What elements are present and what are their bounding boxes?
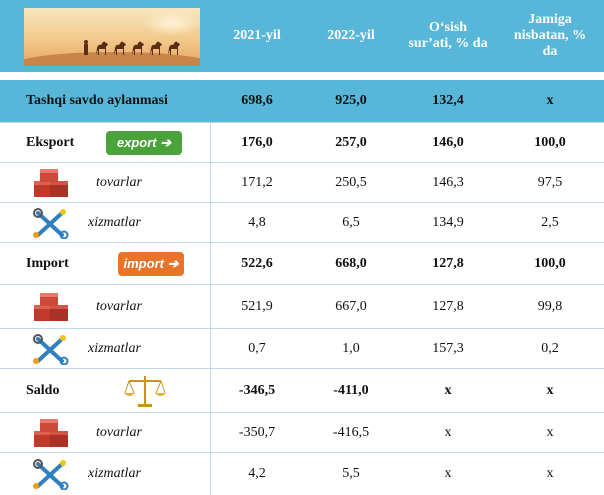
cell-2021: 176,0 [241,135,273,150]
cell-growth: 127,8 [432,256,464,271]
import-badge-icon: import ➔ [118,252,184,276]
cell-2021: 522,6 [241,256,273,271]
row-label: Import [26,256,69,271]
cell-2022: 1,0 [342,341,360,356]
table-row: Tashqi savdo aylanmasi 698,6 925,0 132,4… [0,80,604,122]
cell-2022: 6,5 [342,215,360,230]
cell-share: x [546,383,554,398]
cell-growth: 127,8 [432,299,464,314]
cell-growth: 157,3 [432,341,464,356]
cell-share: x [546,425,554,440]
row-label: Tashqi savdo aylanmasi [26,93,168,108]
header-2021: 2021-yil [233,28,281,43]
table-row: xizmatlar 4,2 5,5 x x [0,452,604,495]
cell-growth: x [444,466,452,481]
cell-share: 2,5 [541,215,559,230]
tools-icon [33,208,69,239]
cell-growth: 146,0 [432,135,464,150]
cell-2022: 257,0 [335,135,367,150]
cell-growth: 132,4 [432,93,464,108]
table-row: tovarlar -350,7 -416,5 x x [0,412,604,453]
row-label: xizmatlar [88,466,141,481]
header-2022: 2022-yil [327,28,375,43]
row-label: xizmatlar [88,215,141,230]
row-label: Eksport [26,135,75,150]
table-row: Eksport export ➔ 176,0 257,0 146,0 100,0 [0,122,604,163]
scales-icon [124,376,166,407]
table-row: xizmatlar 4,8 6,5 134,9 2,5 [0,202,604,243]
desert-caravan-banner [24,8,200,66]
header-divider [0,72,604,74]
cell-2022: 250,5 [335,175,367,190]
cell-share: 97,5 [537,175,563,190]
row-label: tovarlar [96,299,142,314]
cell-share: 100,0 [534,256,566,271]
table-header: 2021-yil 2022-yil O‘sish sur’ati, % da J… [0,0,604,72]
row-label: tovarlar [96,175,142,190]
cell-share: x [546,93,554,108]
row-label: Saldo [26,383,60,398]
table-row: Saldo -346,5 -411,0 x x [0,368,604,413]
cell-growth: x [444,383,452,398]
header-growth: O‘sish sur’ati, % da [408,20,488,51]
row-label: xizmatlar [88,341,141,356]
cell-share: 99,8 [537,299,563,314]
cell-2022: -416,5 [332,425,370,440]
cell-growth: x [444,425,452,440]
table-row: tovarlar 171,2 250,5 146,3 97,5 [0,162,604,203]
table-row: xizmatlar 0,7 1,0 157,3 0,2 [0,328,604,369]
header-share: Jamiga nisbatan, % da [513,12,587,59]
cell-2021: 171,2 [241,175,273,190]
cell-share: x [546,466,554,481]
cell-2021: 521,9 [241,299,273,314]
cell-share: 100,0 [534,135,566,150]
boxes-icon [34,419,68,447]
cell-2022: 5,5 [342,466,360,481]
cell-share: 0,2 [541,341,559,356]
cell-2022: 667,0 [335,299,367,314]
cell-growth: 134,9 [432,215,464,230]
cell-2021: -346,5 [238,383,276,398]
boxes-icon [34,169,68,197]
cell-2022: 668,0 [335,256,367,271]
boxes-icon [34,293,68,321]
table-row: Import import ➔ 522,6 668,0 127,8 100,0 [0,242,604,285]
row-label: tovarlar [96,425,142,440]
export-badge-icon: export ➔ [106,131,182,155]
cell-2021: 0,7 [248,341,266,356]
cell-growth: 146,3 [432,175,464,190]
cell-2021: 4,2 [248,466,266,481]
table-row: tovarlar 521,9 667,0 127,8 99,8 [0,284,604,329]
tools-icon [33,459,69,490]
cell-2022: -411,0 [333,383,369,398]
cell-2021: -350,7 [238,425,276,440]
cell-2022: 925,0 [335,93,367,108]
cell-2021: 4,8 [248,215,266,230]
tools-icon [33,334,69,365]
cell-2021: 698,6 [241,93,273,108]
